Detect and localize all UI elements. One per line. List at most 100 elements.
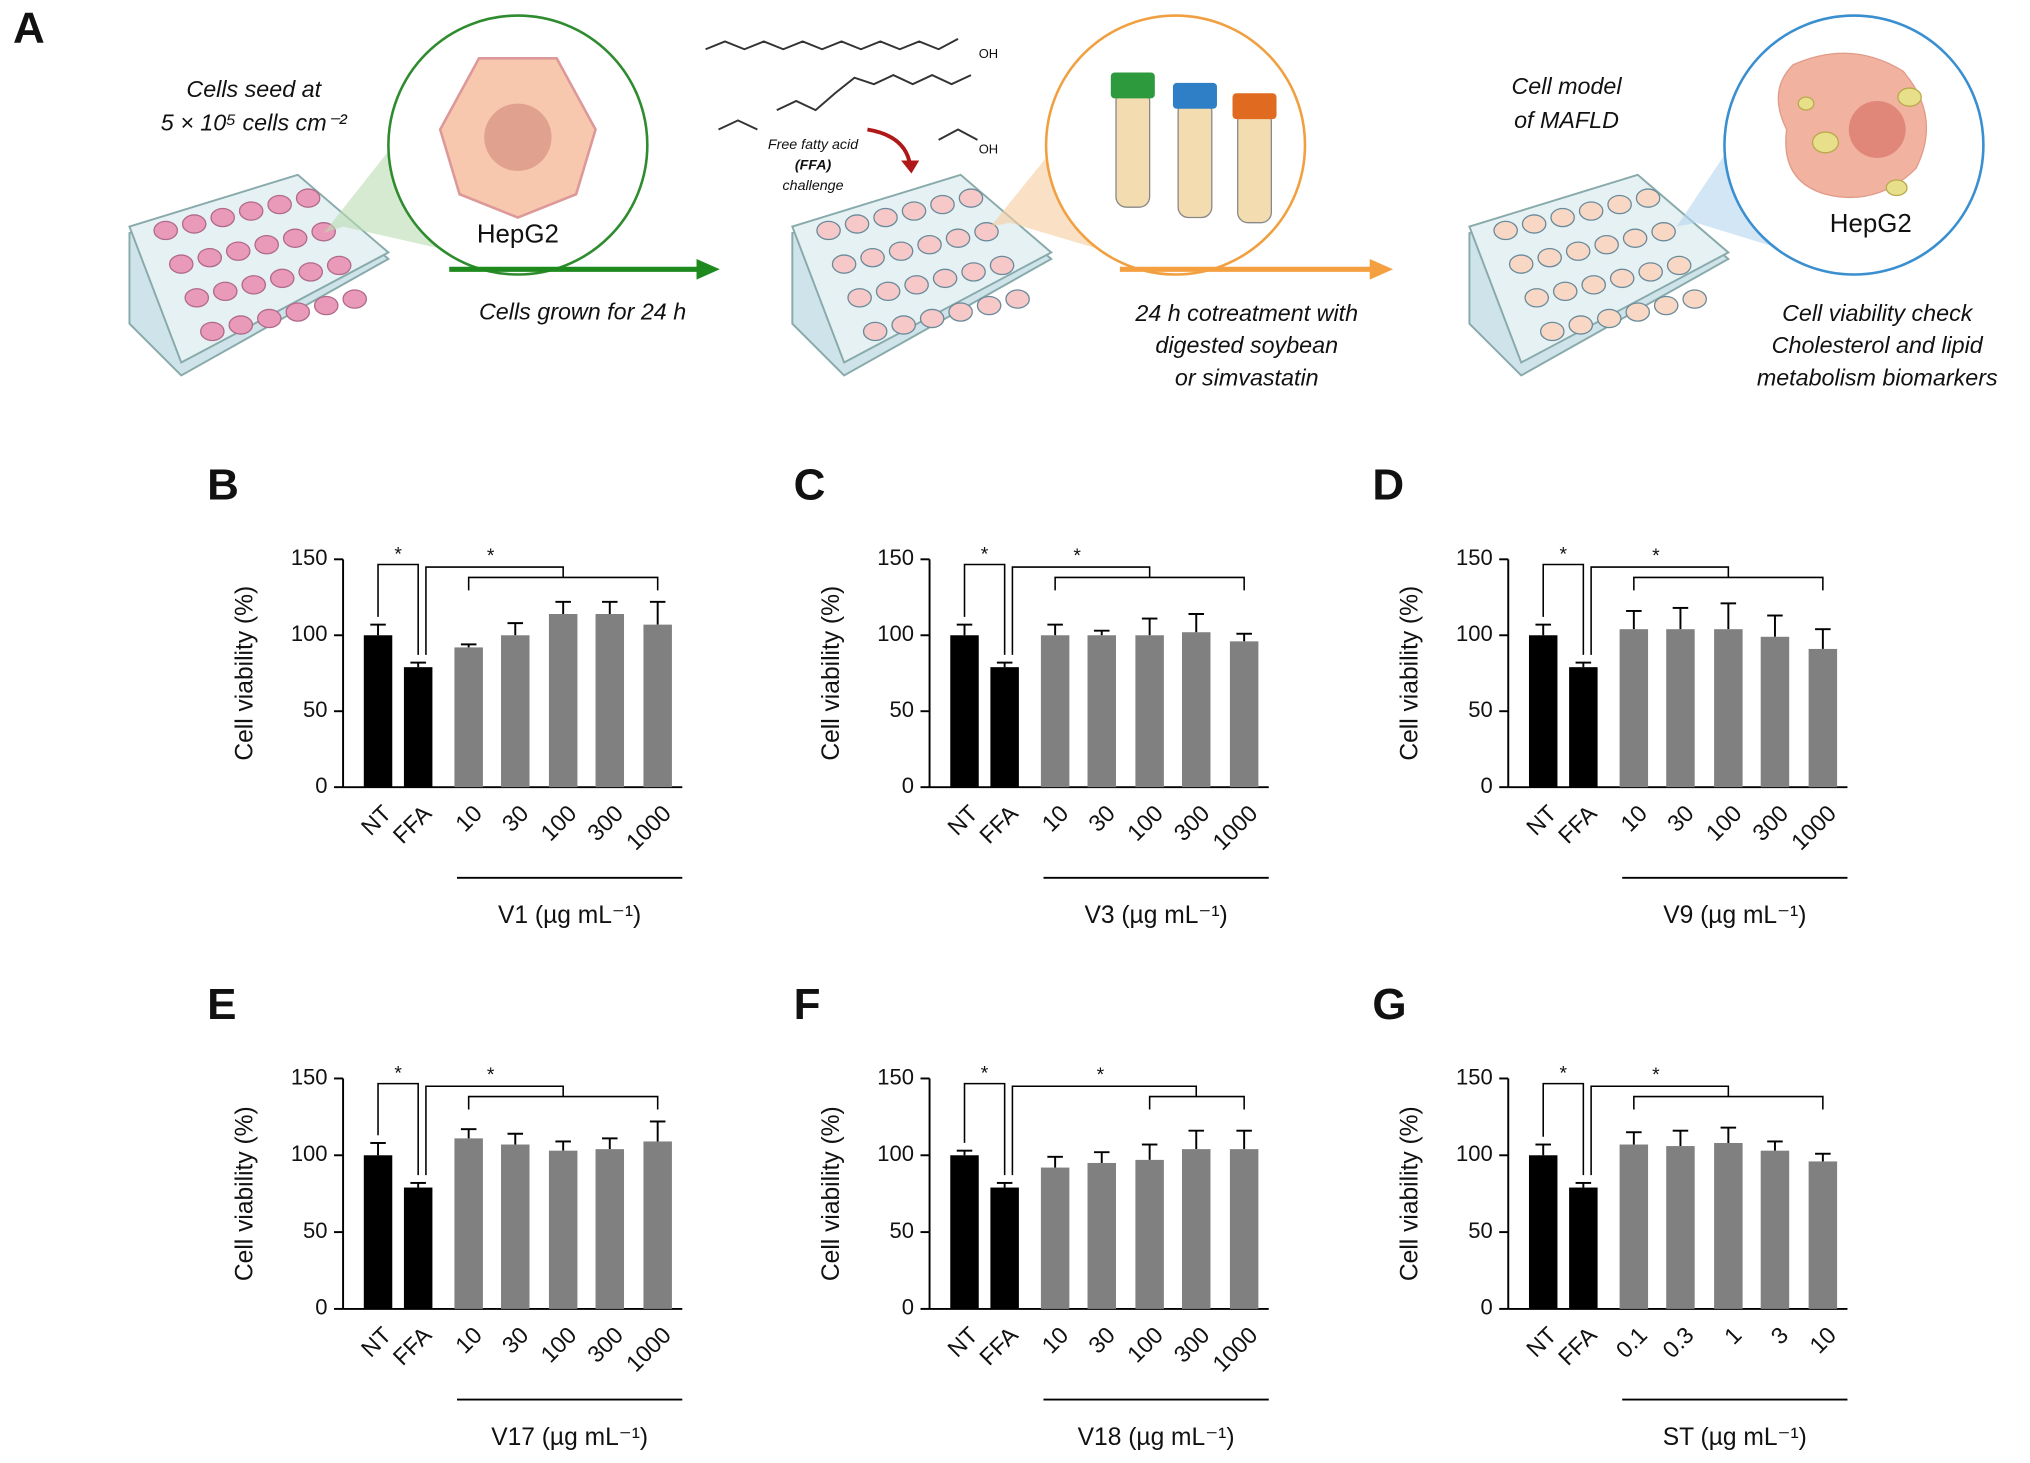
x-tick-label: 3 <box>1766 1322 1794 1350</box>
well <box>873 207 898 228</box>
molecule <box>776 74 972 112</box>
y-tick-label: 0 <box>902 773 914 798</box>
well <box>1524 288 1550 308</box>
well <box>989 255 1015 276</box>
cell-label: HepG2 <box>477 220 559 248</box>
x-tick-label: 0.1 <box>1611 1322 1652 1363</box>
well <box>1609 268 1635 289</box>
x-tick-label: 1000 <box>1207 1322 1262 1377</box>
bar <box>643 624 672 788</box>
y-tick-label: 100 <box>877 1141 914 1166</box>
well <box>1578 201 1604 221</box>
bar <box>1808 648 1838 788</box>
bar <box>1135 635 1164 788</box>
x-tick-label: 300 <box>582 800 628 846</box>
bar <box>950 635 979 788</box>
y-tick-label: 50 <box>1468 1218 1492 1243</box>
bar <box>1229 641 1259 788</box>
bar <box>1714 1142 1743 1309</box>
y-tick-label: 0 <box>315 1295 327 1320</box>
well <box>269 268 295 289</box>
panel-label: A <box>13 4 45 53</box>
well <box>1635 188 1661 208</box>
well-plate <box>1468 173 1731 377</box>
significance: * <box>1652 1064 1660 1086</box>
y-tick-label: 50 <box>890 1218 914 1243</box>
bracket <box>1011 566 1151 655</box>
panel-label: G <box>1372 980 1406 1029</box>
bracket <box>963 1082 1006 1176</box>
bracket <box>1633 576 1824 591</box>
bar <box>1666 629 1695 788</box>
bar <box>1528 1155 1558 1309</box>
well <box>976 295 1002 316</box>
y-tick-label: 0 <box>1480 1295 1492 1320</box>
bar <box>1040 635 1070 788</box>
well <box>891 315 916 335</box>
x-tick-label: FFA <box>974 1321 1023 1370</box>
y-tick-label: 100 <box>291 621 328 646</box>
well <box>184 288 210 308</box>
bar <box>950 1155 979 1309</box>
bracket <box>377 563 419 655</box>
bar <box>548 613 578 788</box>
significance: * <box>1652 545 1660 567</box>
bracket <box>467 1095 659 1110</box>
well <box>1539 321 1565 342</box>
well <box>267 194 292 215</box>
caption: Cells grown for 24 h <box>479 298 686 324</box>
group-label: V17 (µg mL⁻¹) <box>491 1424 648 1451</box>
well <box>1682 289 1707 309</box>
y-axis-title: Cell viability (%) <box>231 586 258 761</box>
well <box>844 214 870 234</box>
well <box>1550 207 1575 228</box>
caption: 24 h cotreatment with <box>1134 300 1358 326</box>
well <box>313 295 339 316</box>
bar <box>548 1150 578 1309</box>
significance: * <box>487 1064 495 1086</box>
x-tick-label: 300 <box>582 1322 628 1368</box>
well <box>181 214 207 234</box>
well <box>974 222 999 242</box>
well <box>1622 228 1648 248</box>
bar <box>363 635 393 788</box>
bracket <box>425 566 564 655</box>
well <box>1537 247 1562 268</box>
panel-label: B <box>207 461 239 510</box>
well <box>285 302 311 322</box>
well <box>153 220 179 241</box>
x-tick-label: 300 <box>1747 800 1793 846</box>
well <box>282 228 308 248</box>
well <box>932 268 958 289</box>
x-tick-label: 100 <box>1122 1322 1168 1368</box>
well-plate <box>128 173 391 377</box>
well <box>1651 222 1676 242</box>
well <box>238 201 264 221</box>
significance: * <box>1097 1064 1105 1086</box>
arrow-head <box>696 258 720 280</box>
bar <box>1619 629 1649 788</box>
x-tick-label: 100 <box>536 1322 582 1368</box>
group-label: ST (µg mL⁻¹) <box>1663 1424 1807 1451</box>
well <box>860 247 885 268</box>
caption: Cell model <box>1511 73 1622 99</box>
well <box>948 302 973 322</box>
arrow-head <box>901 160 920 174</box>
bracket <box>1542 1082 1585 1176</box>
y-tick-label: 100 <box>1456 621 1493 646</box>
x-tick-label: 1000 <box>1786 800 1841 855</box>
y-tick-label: 150 <box>1456 545 1493 570</box>
well <box>930 194 955 215</box>
x-tick-label: 1000 <box>621 800 676 855</box>
x-tick-label: 10 <box>1037 1322 1074 1359</box>
bracket <box>467 576 659 591</box>
x-tick-label: FFA <box>1553 800 1602 849</box>
well <box>212 281 238 302</box>
bar <box>990 667 1019 788</box>
well <box>875 281 901 302</box>
well <box>862 321 888 342</box>
